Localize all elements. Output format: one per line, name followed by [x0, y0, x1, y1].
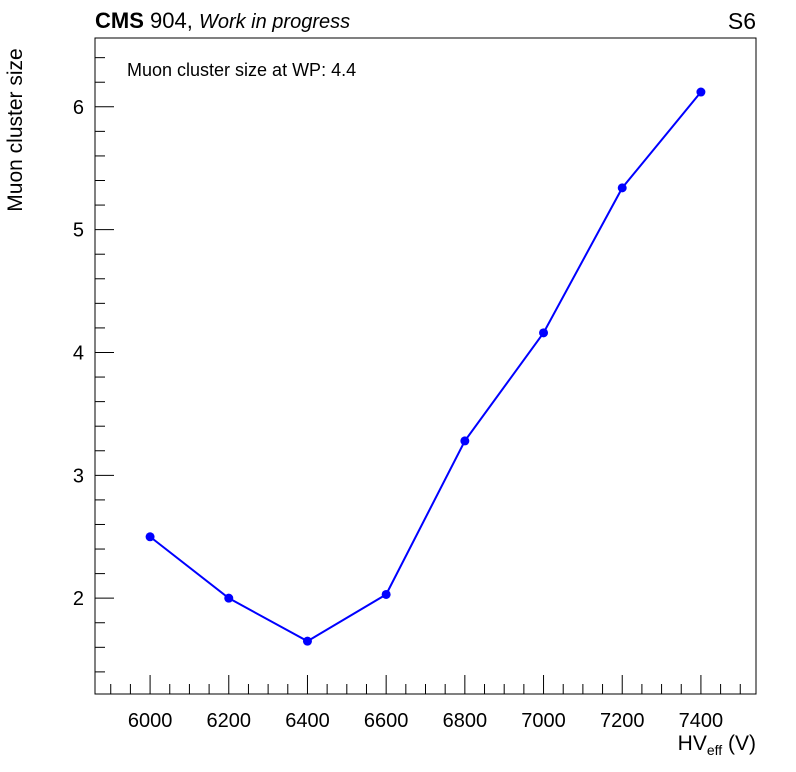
x-axis-title: HVeff (V) — [678, 732, 756, 758]
data-point — [696, 87, 706, 97]
data-point — [145, 532, 155, 542]
x-axis-title-unit: (V) — [722, 732, 756, 755]
x-axis: 6000 6200 6400 6600 6800 7000 7200 7400 — [110, 675, 741, 732]
data-point — [539, 328, 549, 338]
wp-annotation-value: 4.4 — [331, 60, 357, 80]
data-point — [617, 183, 627, 193]
x-tick-label: 6000 — [128, 710, 173, 732]
facility-label: 904, — [150, 8, 193, 33]
x-tick-label: 6400 — [285, 710, 330, 732]
panel-label: S6 — [727, 8, 756, 34]
data-point — [381, 589, 391, 599]
plot-frame — [94, 37, 757, 695]
x-tick-label: 6800 — [443, 710, 488, 732]
x-tick-label: 7000 — [521, 710, 566, 732]
x-axis-title-main: HV — [677, 732, 707, 755]
x-tick-label: 6600 — [364, 710, 409, 732]
experiment-label: CMS — [95, 8, 144, 33]
data-point — [460, 436, 470, 446]
data-point — [302, 636, 312, 646]
x-tick-label: 7400 — [679, 710, 724, 732]
y-tick-label: 3 — [73, 465, 84, 487]
y-axis: 2 3 4 5 6 — [73, 57, 114, 673]
status-label: Work in progress — [198, 11, 351, 33]
series-group — [145, 87, 706, 646]
y-axis-title: Muon cluster size — [4, 48, 27, 212]
data-point — [224, 593, 234, 603]
wp-annotation-label: Muon cluster size at WP: — [127, 60, 327, 80]
y-tick-label: 5 — [73, 220, 84, 242]
wp-annotation: Muon cluster size at WP: 4.4 — [127, 60, 356, 81]
y-tick-label: 6 — [73, 97, 84, 119]
y-tick-label: 4 — [73, 342, 84, 364]
series-line — [149, 91, 702, 643]
x-tick-label: 7200 — [600, 710, 645, 732]
x-axis-title-sub: eff — [706, 742, 723, 759]
y-tick-label: 2 — [73, 588, 84, 610]
plot-header: CMS 904, Work in progress — [95, 8, 350, 34]
x-tick-label: 6200 — [207, 710, 252, 732]
